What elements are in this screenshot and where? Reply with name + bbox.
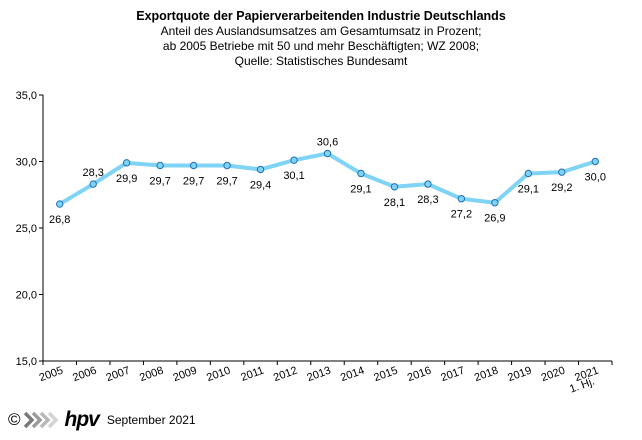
data-label: 28,3 xyxy=(82,167,103,179)
y-tick-label: 35,0 xyxy=(16,90,37,102)
hpv-logo-icon xyxy=(23,411,59,429)
footer: © hpv September 2021 xyxy=(8,408,196,431)
x-tick-label: 2020 xyxy=(540,365,567,385)
x-tick-label: 2008 xyxy=(138,365,165,385)
x-tick-label: 2005 xyxy=(38,365,65,385)
y-tick-label: 15,0 xyxy=(16,356,37,368)
x-tick-label: 2007 xyxy=(105,365,132,385)
data-label: 29,2 xyxy=(551,182,572,194)
x-tick-label: 2010 xyxy=(205,365,232,385)
data-point xyxy=(524,169,533,178)
data-label: 29,7 xyxy=(149,175,170,187)
data-label: 30,0 xyxy=(585,172,606,184)
y-tick-label: 30,0 xyxy=(16,157,37,169)
data-label: 29,4 xyxy=(250,179,271,191)
data-point xyxy=(323,149,332,158)
data-point xyxy=(491,199,499,207)
data-label: 28,3 xyxy=(417,194,438,206)
data-point xyxy=(122,159,131,167)
data-point xyxy=(256,165,265,174)
chart-subtitle-line-3: Quelle: Statistisches Bundesamt xyxy=(234,54,408,68)
x-tick-label: 2009 xyxy=(172,365,199,385)
data-point xyxy=(424,180,432,188)
data-label: 29,7 xyxy=(183,175,204,187)
data-point xyxy=(558,168,566,176)
copyright-symbol: © xyxy=(8,410,21,429)
x-tick-label: 2013 xyxy=(305,365,332,385)
data-label: 29,7 xyxy=(216,175,237,187)
data-label: 29,1 xyxy=(350,183,371,195)
data-label: 27,2 xyxy=(451,209,472,221)
data-point xyxy=(457,195,466,203)
hpv-logo-text: hpv xyxy=(64,408,100,431)
x-tick-label: 2018 xyxy=(473,365,500,385)
x-tick-sublabel: 1. Hj. xyxy=(568,376,596,396)
data-point xyxy=(591,157,599,166)
data-label: 29,1 xyxy=(518,183,539,195)
data-point xyxy=(223,161,231,170)
data-point xyxy=(56,200,64,208)
chart-subtitle-line-1: Anteil des Auslandsumsatzes am Gesamtums… xyxy=(160,24,482,38)
x-tick-label: 2006 xyxy=(71,365,98,385)
data-point xyxy=(390,183,399,191)
data-label: 26,9 xyxy=(484,213,505,225)
chart-subtitle-line-2: ab 2005 Betriebe mit 50 und mehr Beschäf… xyxy=(162,39,480,53)
data-point xyxy=(357,169,365,178)
chart-titles: Exportquote der Papierverarbeitenden Ind… xyxy=(0,9,642,69)
x-tick-label: 2012 xyxy=(272,365,299,385)
x-tick-label: 2017 xyxy=(439,365,466,385)
data-label: 29,9 xyxy=(116,173,137,185)
data-label: 30,6 xyxy=(317,137,338,149)
data-point xyxy=(290,156,298,164)
x-tick-label: 2016 xyxy=(406,365,433,385)
x-tick-label: 2019 xyxy=(506,365,533,385)
x-tick-label: 2015 xyxy=(372,365,399,385)
data-point xyxy=(89,180,97,188)
data-point xyxy=(156,161,164,170)
data-point xyxy=(189,161,198,170)
x-tick-label: 2011 xyxy=(239,365,265,384)
data-label: 26,8 xyxy=(49,214,70,226)
footer-date: September 2021 xyxy=(106,413,196,427)
data-label: 30,1 xyxy=(283,170,304,182)
chart-title: Exportquote der Papierverarbeitenden Ind… xyxy=(136,9,506,23)
x-tick-label: 2014 xyxy=(339,365,366,385)
data-label: 28,1 xyxy=(384,197,405,209)
y-tick-label: 25,0 xyxy=(16,223,37,235)
y-tick-label: 20,0 xyxy=(16,290,37,302)
series-line xyxy=(57,151,598,207)
